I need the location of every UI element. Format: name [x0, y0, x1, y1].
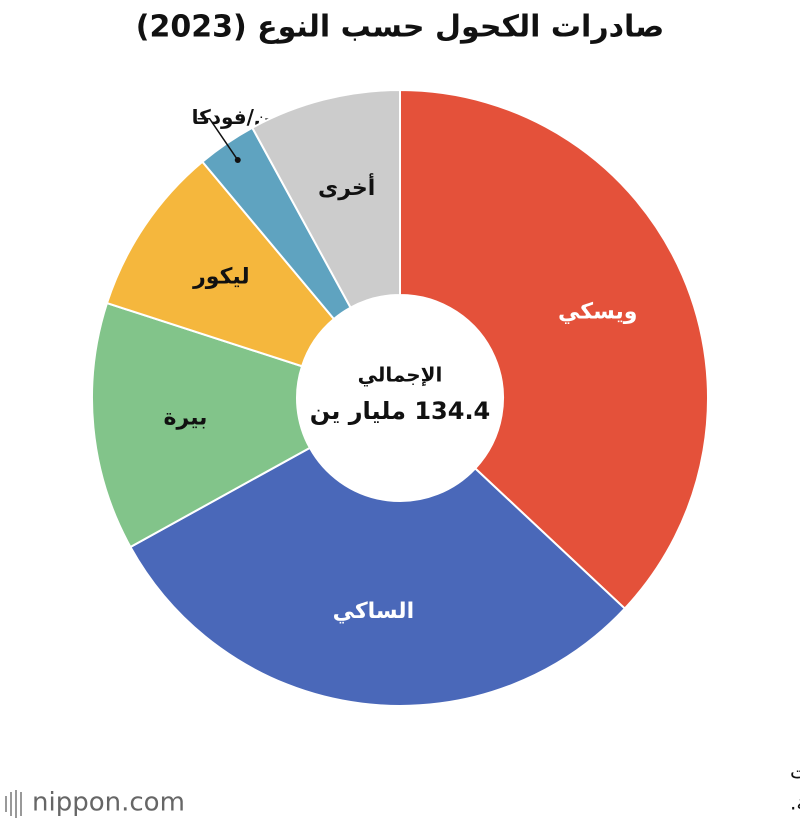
leader-line [197, 117, 239, 161]
slice-label: أخرى [318, 172, 375, 201]
slice-label: ليكور [192, 264, 250, 289]
slice [129, 446, 627, 707]
slice [91, 301, 312, 549]
chart-title: صادرات الكحول حسب النوع (2023) [136, 10, 665, 45]
center-value: 134.4 مليار ين [310, 397, 491, 425]
slice [399, 88, 709, 610]
slice-label: ويسكي [558, 299, 637, 324]
source-line: التجارية التي نشرتها وكالة الضرائب الوطن… [790, 791, 800, 816]
slice [105, 160, 336, 368]
slice-label: بيرة [164, 406, 208, 431]
logo: nippon.com [32, 788, 185, 818]
source-line: تم إعداد البيانات بواسطة Nippon.com وفقً… [790, 760, 800, 785]
slice-label: الساكي [333, 599, 415, 624]
logo-mark [5, 790, 22, 818]
slice [250, 88, 401, 309]
center-label: الإجمالي [358, 363, 443, 388]
